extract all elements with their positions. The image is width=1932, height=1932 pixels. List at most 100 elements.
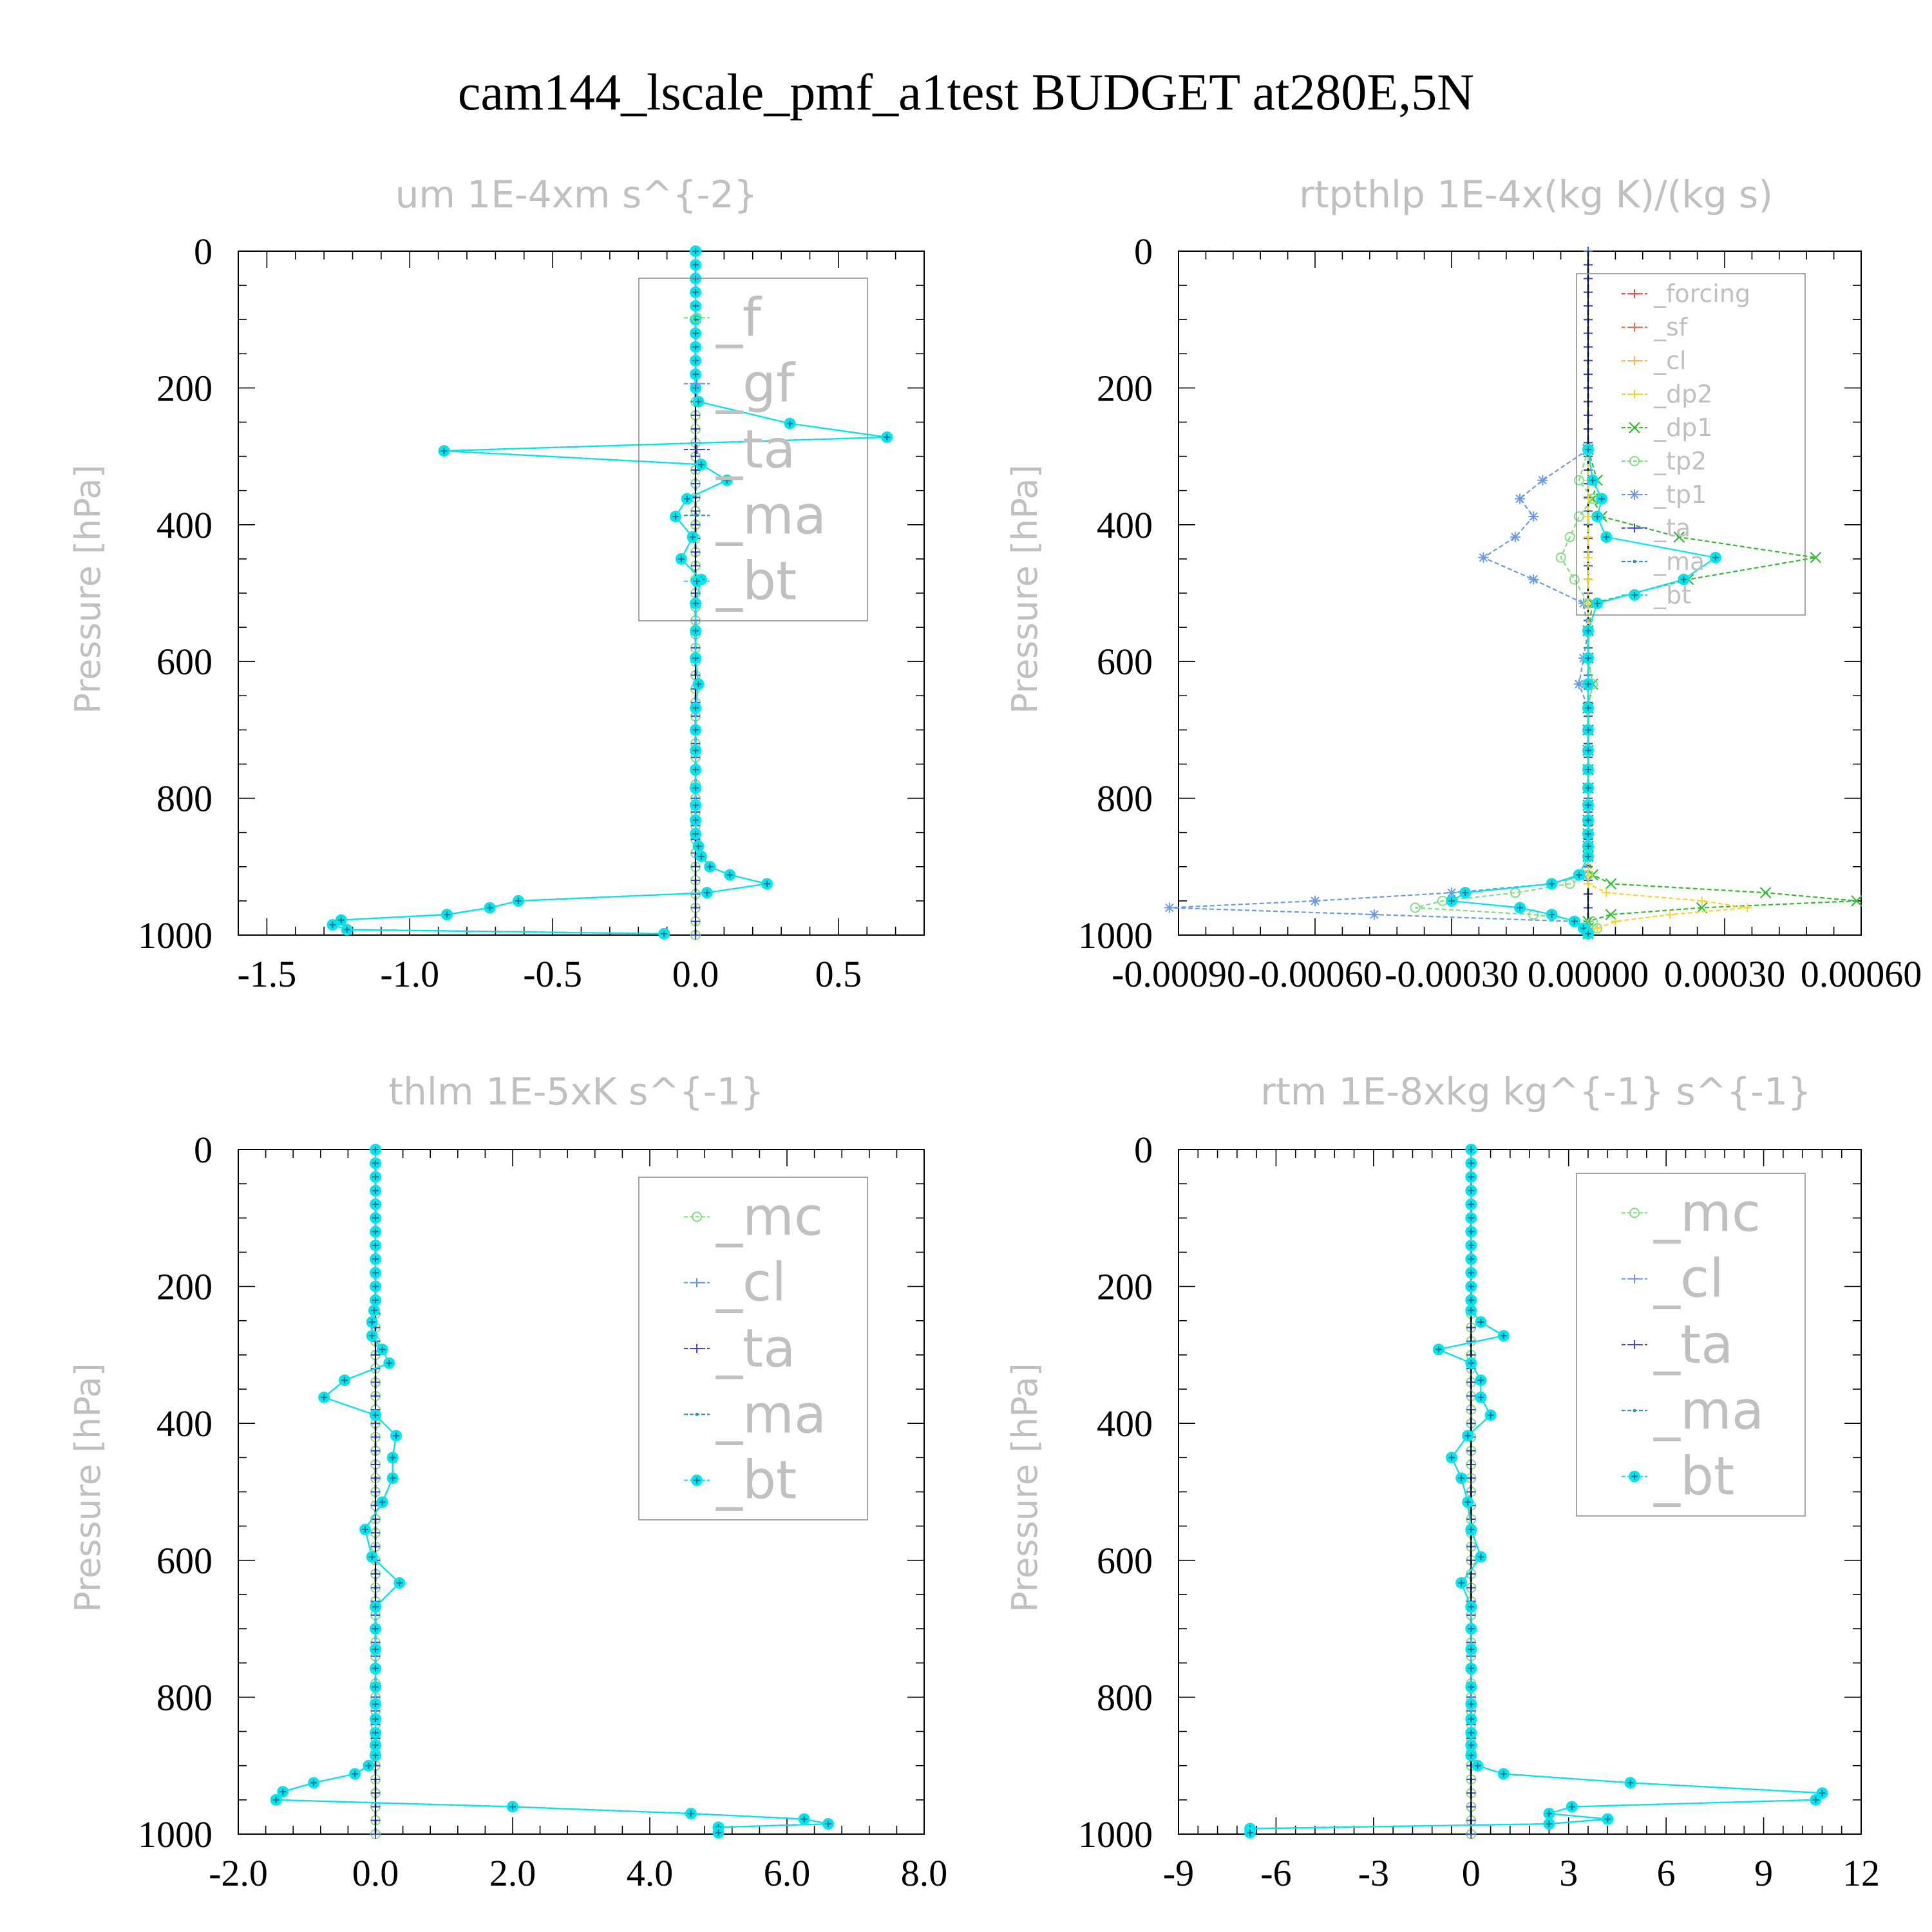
marker-dp2 xyxy=(1593,923,1602,933)
panel-title: thlm 1E-5xK s^{-1} xyxy=(388,1070,764,1113)
marker-bt-cross xyxy=(1468,1625,1475,1633)
marker-bt-cross xyxy=(726,871,734,878)
y-tick-label: 1000 xyxy=(138,914,213,956)
marker-bt-cross xyxy=(692,627,699,634)
marker-bt-cross xyxy=(1477,1377,1484,1384)
marker-bt-cross xyxy=(310,1779,317,1786)
marker-bt-cross xyxy=(1468,1526,1475,1533)
marker-bt-cross xyxy=(692,343,699,350)
marker-bt-cross xyxy=(1474,1762,1481,1769)
marker-bt-cross xyxy=(1585,853,1591,860)
marker-bt-cross xyxy=(372,1645,379,1653)
marker-bt-cross xyxy=(509,1803,516,1810)
marker-bt-cross xyxy=(692,330,699,337)
marker-bt-cross xyxy=(515,897,522,904)
marker-dp2 xyxy=(1743,903,1752,913)
y-tick-label: 1000 xyxy=(1078,1814,1153,1855)
marker-ma xyxy=(1633,1408,1636,1412)
marker-bt-cross xyxy=(392,1432,399,1439)
legend-label: _dp2 xyxy=(1653,380,1712,408)
marker-bt-cross xyxy=(1585,930,1591,937)
legend-box xyxy=(638,278,868,621)
marker-tp1 xyxy=(1537,475,1548,486)
marker-bt-cross xyxy=(692,817,699,824)
marker-dp1 xyxy=(1605,909,1617,920)
panel-title: rtpthlp 1E-4x(kg K)/(kg s) xyxy=(1299,173,1773,216)
y-tick-label: 400 xyxy=(1097,1403,1153,1444)
marker-bt-cross xyxy=(1631,591,1638,598)
marker-bt-cross xyxy=(1585,766,1591,773)
y-tick-label: 600 xyxy=(1097,641,1153,683)
marker-bt-cross xyxy=(703,889,710,896)
marker-bt-cross xyxy=(1468,1187,1475,1194)
marker-bt-cross xyxy=(368,1332,375,1340)
marker-bt-cross xyxy=(396,1579,403,1586)
legend-label: _f xyxy=(715,287,762,348)
marker-bt-cross xyxy=(1589,477,1596,484)
marker-tp1 xyxy=(1515,493,1525,504)
series-line-bt xyxy=(1249,1150,1824,1833)
marker-bt-cross xyxy=(1435,1346,1442,1353)
marker-bt-cross xyxy=(692,654,699,661)
marker-dp2 xyxy=(1584,598,1593,608)
marker-bt-cross xyxy=(786,420,793,427)
marker-bt-cross xyxy=(1468,1256,1475,1263)
marker-tp1 xyxy=(1164,902,1175,913)
marker-bt-cross xyxy=(1468,1359,1475,1367)
marker-bt-cross xyxy=(372,1665,379,1672)
marker-bt-cross xyxy=(372,1625,379,1633)
marker-bt-cross xyxy=(379,1499,386,1506)
marker-bt-cross xyxy=(1546,1810,1553,1817)
marker-bt-cross xyxy=(372,1201,379,1208)
marker-bt-cross xyxy=(1585,802,1591,809)
series-group xyxy=(1164,247,1862,940)
legend-label: _sf xyxy=(1653,313,1689,341)
x-tick-label: -6 xyxy=(1260,1852,1291,1894)
series-line-tp1 xyxy=(1169,449,1589,934)
marker-bt-cross xyxy=(1468,1701,1475,1708)
marker-bt-cross xyxy=(695,681,702,688)
marker-dp2 xyxy=(1584,870,1593,880)
marker-bt-cross xyxy=(372,1683,379,1690)
marker-bt-cross xyxy=(695,398,702,405)
marker-dp2 xyxy=(1584,553,1593,562)
marker-dp2 xyxy=(1630,390,1639,399)
marker-bt-cross xyxy=(1548,911,1555,918)
marker-bt-cross xyxy=(372,1604,379,1611)
marker-bt-cross xyxy=(329,922,336,929)
marker-dp2 xyxy=(1584,494,1593,504)
marker-bt-cross xyxy=(1585,726,1591,734)
marker-bt-cross xyxy=(1468,1242,1475,1249)
marker-dp1 xyxy=(1605,878,1617,890)
panel-um: um 1E-4xm s^{-2} Pressure [hPa] 0 200 400 6… xyxy=(68,173,925,995)
marker-bt-cross xyxy=(1585,830,1591,837)
marker-bt-cross xyxy=(486,904,493,911)
marker-bt-cross xyxy=(800,1815,808,1823)
x-tick-label: -0.00090 xyxy=(1112,953,1245,995)
legend-label: _bt xyxy=(715,551,797,612)
marker-bt-cross xyxy=(1448,897,1455,904)
marker-bt-cross xyxy=(372,1283,379,1290)
marker-bt-cross xyxy=(692,766,699,773)
legend-box xyxy=(1576,1173,1806,1517)
marker-bt-cross xyxy=(372,1173,379,1180)
legend-label: _gf xyxy=(715,354,796,415)
marker-tp1 xyxy=(1368,909,1379,920)
marker-tp2 xyxy=(1564,878,1575,889)
x-tick-label: 6 xyxy=(1657,1852,1676,1894)
x-tick-label: -2.0 xyxy=(209,1852,268,1894)
x-tick-label: 3 xyxy=(1559,1852,1578,1894)
marker-bt-cross xyxy=(1477,1318,1484,1325)
marker-bt-cross xyxy=(321,1394,328,1401)
marker-bt-cross xyxy=(1468,1269,1475,1276)
series-group xyxy=(327,245,893,940)
marker-mc xyxy=(692,1211,702,1222)
legend-label: _dp1 xyxy=(1653,413,1712,442)
y-tick-label: 800 xyxy=(156,778,213,820)
marker-bt-cross xyxy=(372,1701,379,1708)
marker-bt-cross xyxy=(389,1475,396,1482)
x-tick-label: 4.0 xyxy=(627,1852,674,1894)
legend-label: _mc xyxy=(1653,1182,1761,1244)
figure-title: cam144_lscale_pmf_a1test BUDGET at280E,5… xyxy=(458,64,1474,121)
